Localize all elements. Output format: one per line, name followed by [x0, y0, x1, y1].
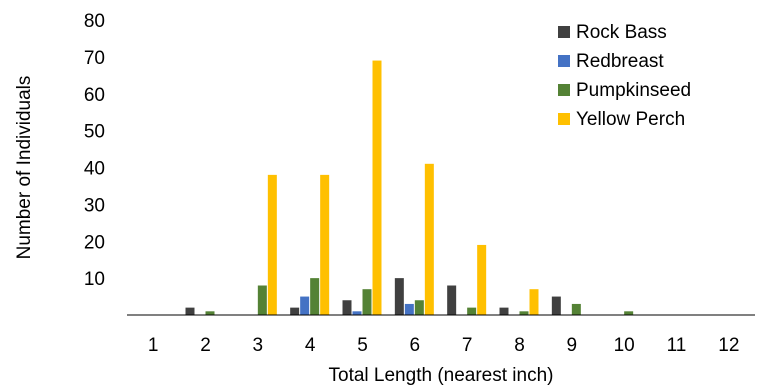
x-tick-label: 9	[567, 335, 578, 356]
bar-pumpkinseed-2	[205, 311, 215, 315]
y-tick-label: 30	[84, 195, 105, 216]
legend: Rock Bass Redbreast Pumpkinseed Yellow Perc…	[558, 22, 691, 130]
y-tick-label: 50	[84, 122, 105, 143]
bar-yellow-perch-8	[529, 289, 539, 315]
bar-yellow-perch-7	[477, 244, 487, 315]
bar-rock-bass-7	[447, 285, 457, 315]
y-tick-label: 10	[84, 269, 105, 290]
x-axis-ticks: 1 2 3 4 5 6 7 8 9 10 11 12	[148, 335, 740, 356]
y-axis-title: Number of Individuals	[14, 76, 35, 260]
bar-rock-bass-4	[290, 307, 300, 315]
x-tick-label: 7	[462, 335, 473, 356]
y-tick-label: 40	[84, 159, 105, 180]
legend-label: Rock Bass	[576, 22, 667, 43]
bar-pumpkinseed-9	[571, 303, 581, 315]
bar-pumpkinseed-10	[624, 311, 634, 315]
x-tick-label: 8	[514, 335, 525, 356]
x-tick-label: 6	[410, 335, 421, 356]
bar-rock-bass-5	[342, 300, 352, 315]
y-tick-label: 20	[84, 232, 105, 253]
legend-swatch	[558, 26, 570, 38]
y-tick-label: 80	[84, 11, 105, 32]
bar-pumpkinseed-4	[310, 278, 320, 315]
x-tick-label: 5	[357, 335, 368, 356]
bar-pumpkinseed-3	[257, 285, 267, 315]
bar-yellow-perch-5	[372, 60, 382, 315]
bar-redbreast-4	[300, 296, 310, 315]
x-tick-label: 12	[718, 335, 739, 356]
bar-rock-bass-8	[499, 307, 509, 315]
bar-pumpkinseed-8	[519, 311, 529, 315]
bar-yellow-perch-3	[267, 174, 277, 315]
x-tick-label: 1	[148, 335, 159, 356]
bar-rock-bass-6	[394, 278, 404, 315]
bar-redbreast-6	[404, 303, 414, 315]
y-tick-label: 70	[84, 48, 105, 69]
legend-swatch	[558, 113, 570, 125]
bar-rock-bass-2	[185, 307, 195, 315]
bar-yellow-perch-6	[424, 163, 434, 315]
x-tick-label: 4	[305, 335, 316, 356]
bar-pumpkinseed-5	[362, 289, 372, 315]
x-tick-label: 10	[614, 335, 635, 356]
bar-yellow-perch-4	[320, 174, 330, 315]
bar-pumpkinseed-6	[414, 300, 424, 315]
legend-swatch	[558, 84, 570, 96]
bar-redbreast-5	[352, 311, 362, 315]
x-tick-label: 11	[667, 335, 687, 356]
legend-label: Pumpkinseed	[576, 80, 691, 101]
x-tick-label: 2	[200, 335, 211, 356]
legend-swatch	[558, 55, 570, 67]
bar-pumpkinseed-7	[467, 307, 477, 315]
legend-label: Yellow Perch	[576, 109, 685, 130]
legend-label: Redbreast	[576, 51, 664, 72]
y-axis-ticks: 10 20 30 40 50 60 70 80	[84, 11, 105, 290]
y-tick-label: 60	[84, 85, 105, 106]
bars	[185, 60, 634, 315]
x-axis-title: Total Length (nearest inch)	[329, 365, 554, 385]
bar-rock-bass-9	[551, 296, 561, 315]
x-tick-label: 3	[253, 335, 264, 356]
